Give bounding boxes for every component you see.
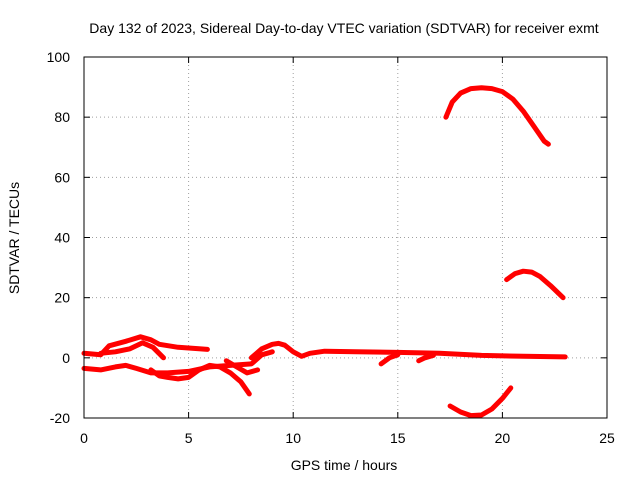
y-tick-label: -20 — [50, 410, 70, 426]
y-tick-label: 80 — [54, 109, 70, 125]
x-tick-label: 20 — [495, 430, 511, 446]
y-tick-label: 20 — [54, 290, 70, 306]
y-tick-label: 60 — [54, 169, 70, 185]
x-tick-label: 10 — [285, 430, 301, 446]
y-tick-label: 0 — [62, 350, 70, 366]
y-tick-label: 40 — [54, 230, 70, 246]
axis-ticks: 0 5 10 15 20 25 -20 0 20 40 60 80 100 — [47, 49, 615, 446]
series-line-arc-mid — [504, 268, 566, 301]
chart-title: Day 132 of 2023, Sidereal Day-to-day VTE… — [89, 20, 598, 36]
series-line-arc-high — [443, 85, 551, 147]
plot-frame — [83, 56, 608, 419]
series-line-mid-early — [98, 340, 166, 361]
series-line-small-a — [378, 352, 401, 367]
x-tick-label: 25 — [599, 430, 615, 446]
x-axis-label: GPS time / hours — [291, 457, 398, 473]
x-tick-label: 15 — [390, 430, 406, 446]
series-group — [81, 85, 568, 419]
grid — [84, 57, 607, 418]
x-tick-label: 0 — [80, 430, 88, 446]
series-line-small-b — [416, 352, 436, 364]
series-line-arc-low — [447, 385, 514, 419]
y-tick-label: 100 — [47, 49, 71, 65]
series-line-dip-early — [148, 362, 252, 397]
x-tick-label: 5 — [185, 430, 193, 446]
series-line-upper-early — [81, 334, 210, 358]
series-line-low-early — [81, 349, 275, 376]
y-axis-label: SDTVAR / TECUs — [6, 182, 22, 294]
series-line-tail-early — [223, 358, 261, 376]
series-line-long-zero — [248, 340, 568, 361]
